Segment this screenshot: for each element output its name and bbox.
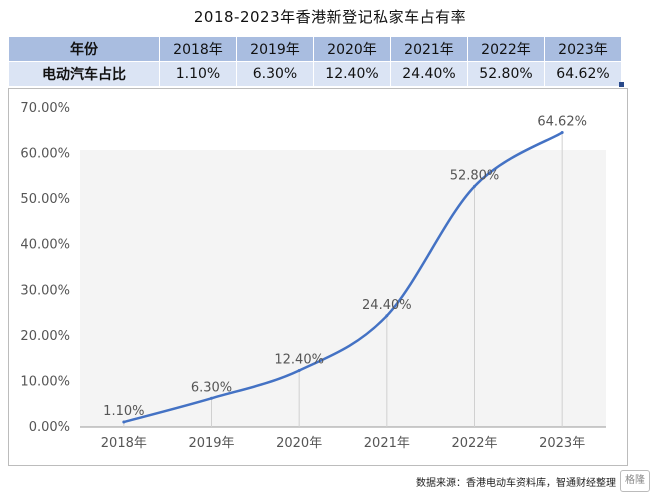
data-label: 24.40% (362, 298, 412, 313)
table-year-cell: 2020年 (313, 36, 391, 62)
table-value-row: 电动汽车占比 1.10% 6.30% 12.40% 24.40% 52.80% … (8, 61, 622, 87)
table-value-cell: 64.62% (544, 61, 622, 87)
series-line (123, 131, 563, 424)
chart-title: 2018-2023年香港新登记私家车占有率 (193, 8, 467, 26)
data-table: 年份 2018年 2019年 2020年 2021年 2022年 2023年 电… (8, 36, 622, 87)
y-tick-label: 50.00% (20, 192, 70, 207)
y-tick-label: 40.00% (20, 238, 70, 253)
table-resize-handle[interactable] (619, 82, 624, 87)
data-label: 6.30% (191, 380, 232, 395)
table-year-cell: 2023年 (544, 36, 622, 62)
x-tick-label: 2022年 (451, 436, 497, 451)
y-tick-label: 10.00% (20, 374, 70, 389)
plot-background (80, 150, 606, 427)
data-point (122, 420, 126, 424)
data-point (210, 396, 213, 400)
y-tick-label: 20.00% (20, 329, 70, 344)
table-year-cell: 2021年 (390, 36, 468, 62)
x-tick-label: 2018年 (101, 436, 147, 451)
data-point (385, 314, 389, 318)
data-label: 1.10% (103, 404, 144, 419)
y-tick-label: 60.00% (20, 147, 70, 162)
table-value-cell: 24.40% (390, 61, 468, 87)
table-value-cell: 1.10% (159, 61, 237, 87)
table-row-label: 电动汽车占比 (8, 61, 160, 87)
y-tick-label: 30.00% (20, 283, 70, 298)
data-label: 12.40% (274, 352, 324, 367)
x-tick-label: 2021年 (364, 436, 410, 451)
x-tick-label: 2023年 (539, 436, 585, 451)
data-label: 52.80% (450, 168, 500, 183)
data-label: 64.62% (537, 115, 587, 130)
table-year-cell: 2018年 (159, 36, 237, 62)
source-note: 数据来源：香港电动车资料库，智通财经整理 (416, 478, 616, 489)
data-point (473, 184, 476, 188)
data-point (560, 131, 564, 135)
y-tick-label: 0.00% (29, 420, 70, 435)
x-tick-label: 2020年 (276, 436, 322, 451)
x-tick-label: 2019年 (188, 436, 234, 451)
table-year-cell: 2019年 (236, 36, 314, 62)
watermark-logo: 格隆 (620, 470, 650, 492)
table-header-row: 年份 2018年 2019年 2020年 2021年 2022年 2023年 (8, 36, 622, 62)
table-value-cell: 52.80% (467, 61, 545, 87)
y-tick-label: 70.00% (20, 101, 70, 116)
data-point (297, 368, 301, 372)
table-value-cell: 12.40% (313, 61, 391, 87)
table-value-cell: 6.30% (236, 61, 314, 87)
